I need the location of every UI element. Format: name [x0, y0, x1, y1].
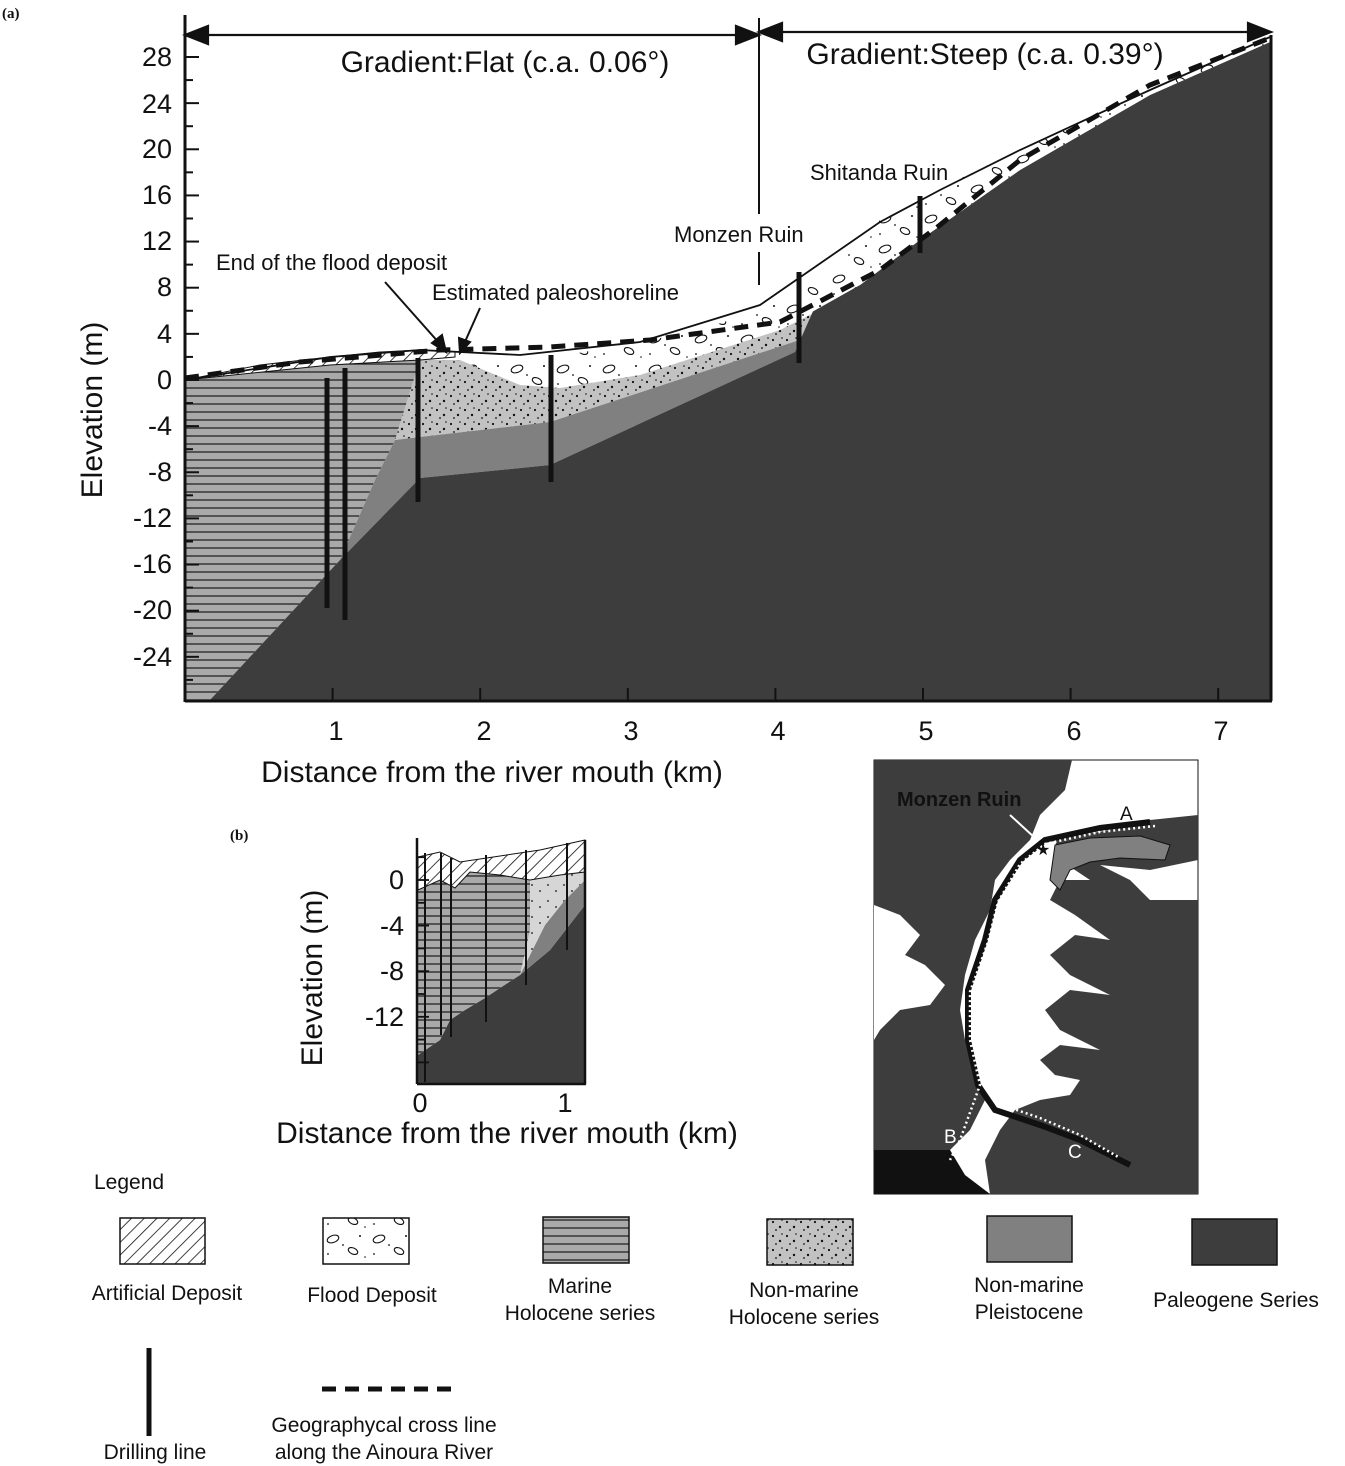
- x-tick-label: 7: [1213, 716, 1228, 746]
- paleogene-layer: [210, 42, 1270, 700]
- y-tick-labels-a: 28 24 20 16 12 8 4 0 -4 -8 -12 -16 -20 -…: [133, 42, 172, 672]
- y-tick-label: 24: [142, 89, 172, 119]
- legend-label-marine-1: Marine: [548, 1275, 612, 1298]
- map-point-d: D: [997, 1088, 1011, 1109]
- legend-label-flood: Flood Deposit: [307, 1284, 437, 1307]
- gradient-steep-label: Gradient:Steep (c.a. 0.39°): [806, 38, 1163, 71]
- y-tick-label: -16: [133, 549, 172, 579]
- y-tick-marks-b: [417, 856, 429, 1064]
- map-cross-line-branch: [1001, 1103, 1121, 1160]
- x-tick-label: 0: [412, 1088, 427, 1118]
- panel-b: (b) 0 -4 -8 -12 0 1 Elevation (m) D: [230, 828, 738, 1150]
- y-tick-label: -4: [148, 411, 172, 441]
- y-tick-label: -4: [380, 911, 404, 941]
- legend-label-nonmarine-holocene-1: Non-marine: [749, 1279, 859, 1302]
- x-tick-label: 3: [623, 716, 638, 746]
- ground-surface-a: [184, 36, 1271, 381]
- legend-label-nonmarine-holocene-2: Holocene series: [729, 1306, 880, 1329]
- b-nonmarine-holocene-layer: [520, 872, 585, 975]
- shitanda-ruin-label: Shitanda Ruin: [810, 160, 948, 185]
- y-tick-label: 12: [142, 226, 172, 256]
- map-point-a: A: [1120, 804, 1133, 825]
- legend-swatch-artificial: [119, 1217, 206, 1265]
- legend: Legend Artificial Deposit Flood Deposit …: [92, 1171, 1319, 1464]
- y-tick-label: -8: [380, 956, 404, 986]
- legend-swatch-marine: [542, 1216, 630, 1264]
- y-tick-label: 8: [157, 272, 172, 302]
- gradient-arrows: [181, 18, 1275, 285]
- legend-label-cross-line-1: Geographycal cross line: [271, 1414, 496, 1437]
- legend-label-artificial: Artificial Deposit: [92, 1282, 243, 1305]
- y-tick-label: -12: [133, 503, 172, 533]
- legend-swatch-nonmarine-pleistocene: [986, 1215, 1073, 1263]
- b-pleistocene-layer: [520, 880, 585, 975]
- nonmarine-pleistocene-layer: [340, 290, 860, 560]
- x-axis-title-a: Distance from the river mouth (km): [261, 756, 723, 789]
- map-title: Monzen Ruin: [897, 789, 1021, 811]
- y-tick-label: -8: [148, 457, 172, 487]
- map-river-mouth: [874, 1150, 990, 1194]
- map-point-b: B: [944, 1127, 957, 1148]
- y-tick-label: -20: [133, 595, 172, 625]
- y-tick-label: 16: [142, 180, 172, 210]
- y-tick-label: -24: [133, 642, 172, 672]
- legend-title: Legend: [94, 1171, 164, 1194]
- x-tick-label: 1: [557, 1088, 572, 1118]
- x-tick-label: 1: [328, 716, 343, 746]
- x-tick-label: 2: [476, 716, 491, 746]
- x-tick-label: 4: [770, 716, 785, 746]
- legend-label-cross-line-2: along the Ainoura River: [275, 1441, 493, 1464]
- y-tick-label: 28: [142, 42, 172, 72]
- legend-label-paleogene: Paleogene Series: [1153, 1289, 1319, 1312]
- x-tick-labels-a: 1 2 3 4 5 6 7: [328, 716, 1228, 746]
- drilling-lines-b: [424, 843, 568, 1082]
- marine-holocene-layer: [185, 360, 420, 700]
- map-land-west: [874, 760, 1072, 1150]
- map-land-west-bays: [874, 905, 945, 1040]
- drilling-lines-a: [324, 196, 923, 620]
- y-tick-marks-a: [185, 56, 199, 681]
- x-axis-title-b: Distance from the river mouth (km): [276, 1117, 738, 1150]
- y-axis-title-b: Elevation (m): [296, 890, 329, 1067]
- panel-b-label: (b): [230, 828, 248, 844]
- paleoshoreline-label: Estimated paleoshoreline: [432, 280, 679, 305]
- y-tick-label: 0: [389, 865, 404, 895]
- x-tick-marks-a: [331, 688, 1220, 701]
- b-marine-layer: [418, 872, 530, 1055]
- cross-line-a: [184, 35, 1271, 381]
- monzen-ruin-label: Monzen Ruin: [674, 222, 804, 247]
- y-tick-label: 4: [157, 319, 172, 349]
- y-tick-labels-b: 0 -4 -8 -12: [365, 865, 404, 1032]
- annotation-arrows: [384, 281, 481, 356]
- map-point-c: C: [1068, 1142, 1082, 1163]
- legend-swatch-paleogene: [1191, 1218, 1278, 1266]
- y-tick-label: 0: [157, 365, 172, 395]
- legend-swatch-nonmarine-holocene: [766, 1218, 854, 1266]
- x-tick-label: 6: [1066, 716, 1081, 746]
- gradient-flat-label: Gradient:Flat (c.a. 0.06°): [341, 46, 670, 79]
- x-tick-labels-b: 0 1: [412, 1088, 572, 1118]
- legend-label-nonmarine-pleistocene-1: Non-marine: [974, 1274, 1084, 1297]
- y-tick-label: 20: [142, 134, 172, 164]
- map-pleistocene-patches: [1049, 835, 1171, 891]
- map-pointer: [1009, 814, 1036, 839]
- legend-label-drilling: Drilling line: [104, 1441, 207, 1464]
- b-paleogene-layer: [418, 905, 585, 1084]
- y-tick-label: -12: [365, 1002, 404, 1032]
- panel-a-label: (a): [2, 6, 20, 22]
- panel-a: (a) 28 24 20 16 1: [2, 6, 1275, 789]
- location-map: ★ Monzen Ruin A B C D: [873, 759, 1199, 1195]
- map-cross-line: [948, 824, 1156, 1161]
- flood-end-label: End of the flood deposit: [216, 250, 447, 275]
- x-tick-label: 5: [918, 716, 933, 746]
- legend-swatch-flood: [322, 1217, 410, 1265]
- y-axis-title-a: Elevation (m): [76, 322, 109, 499]
- map-river-channel: [965, 819, 1151, 1168]
- legend-label-nonmarine-pleistocene-2: Pleistocene: [975, 1301, 1084, 1324]
- map-star-icon: ★: [1036, 840, 1050, 859]
- legend-label-marine-2: Holocene series: [505, 1302, 656, 1325]
- b-artificial-layer: [417, 839, 586, 891]
- map-land-east: [985, 760, 1198, 1194]
